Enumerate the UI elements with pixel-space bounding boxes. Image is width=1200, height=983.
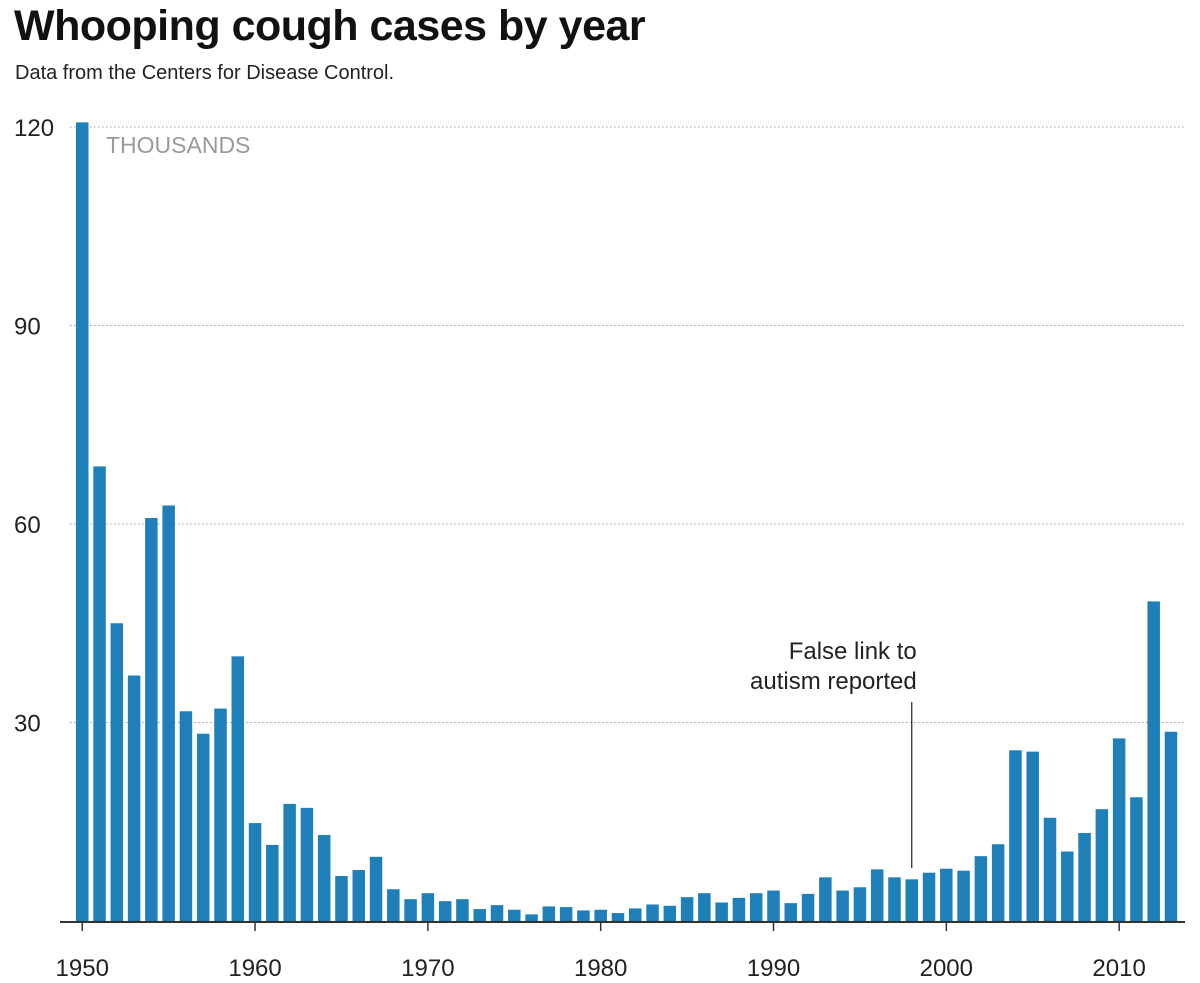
bar-1960: [248, 823, 262, 921]
bar-2000: [940, 868, 953, 921]
bar-2006: [1043, 817, 1057, 921]
bar-2009: [1095, 809, 1109, 921]
bar-1952: [110, 623, 124, 921]
bar-1978: [559, 907, 573, 921]
y-tick-label-120: 120: [14, 115, 54, 142]
bar-2004: [1009, 750, 1022, 921]
bar-1985: [680, 897, 694, 921]
bar-1986: [698, 893, 711, 921]
x-tick-label-1980: 1980: [574, 955, 627, 982]
bar-1969: [404, 899, 417, 921]
bar-1991: [784, 903, 798, 921]
bar-1963: [300, 807, 314, 921]
bar-2001: [957, 870, 970, 921]
bar-1964: [317, 834, 331, 921]
y-tick-label-60: 60: [14, 512, 41, 539]
bar-1971: [438, 901, 452, 921]
bar-1973: [473, 909, 486, 921]
bar-2008: [1078, 832, 1091, 921]
bar-1992: [801, 893, 815, 921]
bar-1953: [127, 675, 141, 921]
bar-series: [76, 122, 1178, 921]
bar-2005: [1026, 751, 1039, 921]
bar-1995: [853, 887, 867, 921]
bar-2010: [1112, 738, 1126, 921]
bar-1988: [732, 897, 746, 921]
bar-1961: [266, 844, 279, 921]
bar-1974: [490, 905, 504, 921]
bar-1981: [611, 913, 625, 921]
bar-1977: [542, 906, 556, 921]
bar-1998: [905, 879, 918, 921]
bar-1999: [922, 872, 936, 921]
y-tick-label-90: 90: [14, 314, 41, 341]
chart-title: Whooping cough cases by year: [14, 2, 646, 50]
bar-1996: [870, 869, 884, 921]
annotation-text-line-1: False link to: [789, 638, 917, 665]
bar-1956: [179, 711, 193, 921]
x-tick-label-2010: 2010: [1092, 955, 1145, 982]
bar-2003: [991, 844, 1005, 921]
x-tick-label-2000: 2000: [920, 955, 973, 982]
bar-1970: [421, 893, 435, 921]
bar-1954: [145, 518, 158, 921]
bar-1990: [767, 890, 780, 921]
bar-1962: [283, 803, 296, 921]
bar-1993: [819, 877, 832, 921]
tick-labels: 30 60 90 120 THOUSANDS 1950 1960 1970 1980 1990 20…: [14, 115, 1146, 982]
bar-1983: [646, 904, 659, 921]
bar-1950: [76, 122, 89, 921]
bar-1979: [577, 910, 590, 921]
bar-1968: [387, 889, 400, 921]
x-tick-label-1970: 1970: [401, 955, 454, 982]
bar-1965: [335, 876, 348, 921]
unit-label: THOUSANDS: [106, 132, 250, 158]
bar-2013: [1164, 731, 1178, 921]
bar-1955: [162, 505, 175, 921]
bar-1976: [525, 914, 538, 921]
bar-2012: [1147, 601, 1160, 921]
bar-1972: [456, 899, 469, 921]
y-tick-label-30: 30: [14, 711, 41, 738]
bar-1997: [888, 877, 901, 921]
bar-1957: [196, 733, 210, 921]
annotation-text-line-2: autism reported: [750, 668, 917, 695]
x-tick-label-1990: 1990: [747, 955, 800, 982]
annotation-group: False link to autism reported: [750, 638, 917, 868]
bar-1982: [629, 908, 642, 921]
bar-1958: [214, 708, 227, 921]
bar-2002: [974, 856, 988, 921]
bar-2007: [1061, 851, 1074, 921]
x-axis: [60, 921, 1185, 931]
gridlines: [70, 126, 1185, 723]
bar-1980: [594, 909, 607, 921]
bar-1966: [352, 870, 365, 921]
chart-subtitle: Data from the Centers for Disease Contro…: [15, 62, 395, 84]
bar-1975: [508, 909, 521, 921]
bar-1994: [836, 890, 849, 921]
bar-1989: [749, 893, 763, 921]
bar-1984: [663, 905, 677, 921]
bar-1987: [715, 902, 728, 921]
x-tick-label-1950: 1950: [56, 955, 109, 982]
bar-1959: [231, 656, 245, 921]
x-tick-label-1960: 1960: [228, 955, 281, 982]
bar-1951: [93, 466, 106, 921]
bar-2011: [1130, 797, 1143, 921]
bar-1967: [369, 856, 383, 921]
